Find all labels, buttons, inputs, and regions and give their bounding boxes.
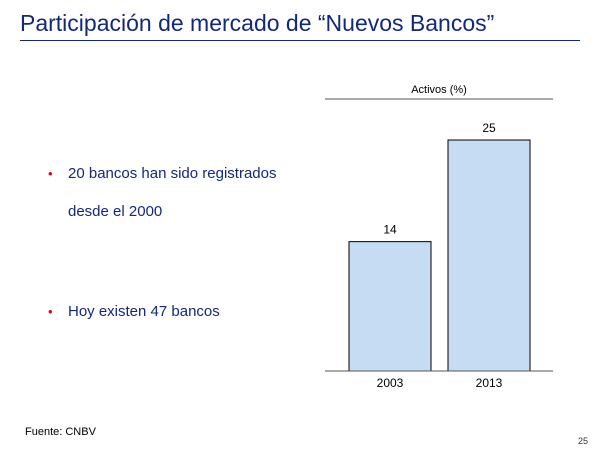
bullet-line: Hoy existen 47 bancos bbox=[68, 303, 220, 320]
bar-2013 bbox=[447, 139, 531, 372]
bullet-line: desde el 2000 bbox=[68, 203, 163, 220]
title-divider bbox=[20, 40, 580, 41]
page-number: 25 bbox=[577, 436, 588, 446]
x-tick-label-2013: 2013 bbox=[476, 376, 503, 390]
bar-2003 bbox=[348, 241, 432, 372]
bullet-item: • Hoy existen 47 bancos bbox=[48, 293, 220, 331]
bullet-item-continuation: desde el 2000 bbox=[48, 193, 162, 231]
bullet-marker: • bbox=[48, 166, 53, 181]
data-label-2003: 14 bbox=[383, 223, 397, 237]
x-tick-label-2003: 2003 bbox=[377, 376, 404, 390]
source-note: Fuente: CNBV bbox=[25, 426, 96, 438]
chart-title: Activos (%) bbox=[411, 84, 467, 96]
data-label-2013: 25 bbox=[482, 121, 496, 135]
slide-title: Participación de mercado de “Nuevos Banc… bbox=[20, 10, 495, 36]
bullet-line: 20 bancos han sido registrados bbox=[68, 165, 277, 182]
bullet-item: • 20 bancos han sido registrados bbox=[48, 155, 276, 193]
bullet-marker: • bbox=[48, 304, 53, 319]
